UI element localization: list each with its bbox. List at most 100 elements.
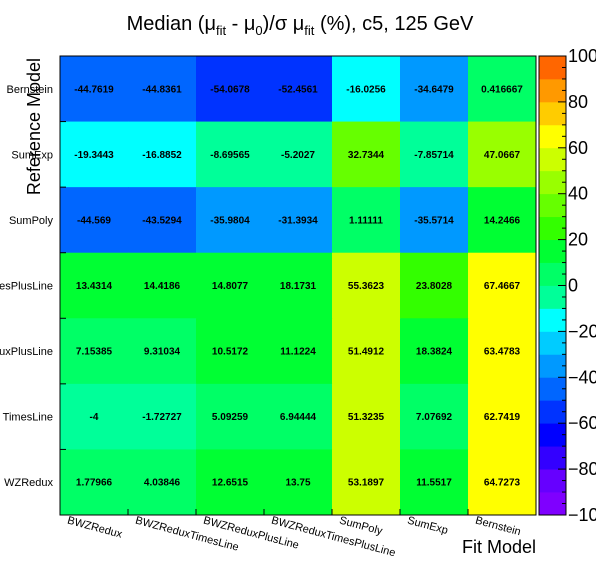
heatmap-cell (128, 121, 197, 188)
cell-value-label: -7.85714 (414, 150, 454, 161)
heatmap-cell (60, 56, 129, 123)
color-scale-band (539, 147, 566, 172)
cell-value-label: -54.0678 (210, 84, 250, 95)
cell-value-label: 55.3623 (348, 281, 385, 292)
color-scale-tick-label: −20 (568, 321, 596, 341)
heatmap-cells (60, 56, 537, 516)
cell-value-label: -44.8361 (142, 84, 182, 95)
color-scale-band (539, 469, 566, 493)
color-scale-tick-label: 60 (568, 138, 588, 158)
cell-value-label: -34.6479 (414, 84, 454, 95)
heatmap-cell (60, 187, 129, 254)
cell-value-label: 64.7273 (484, 478, 521, 489)
y-tick-label: esPlusLine (0, 281, 53, 293)
cell-value-label: -35.5714 (414, 215, 454, 226)
heatmap-cell (264, 187, 333, 254)
cell-value-label: 14.4186 (144, 281, 181, 292)
color-scale-tick-label: 100 (568, 46, 596, 66)
heatmap-cell (128, 187, 197, 254)
title-mid1: - μ (226, 13, 255, 35)
heatmap-cell (468, 121, 537, 188)
heatmap-cell (128, 56, 197, 123)
title-prefix: Median (μ (127, 13, 216, 35)
heatmap-value-labels: -44.7619 -44.8361 -54.0678 -52.4561 -16.0256… (74, 84, 523, 488)
cell-value-label: 32.7344 (348, 150, 385, 161)
color-scale-band (539, 170, 566, 195)
cell-value-label: 53.1897 (348, 478, 385, 489)
color-scale-tick-label: −40 (568, 367, 596, 387)
color-scale-band (539, 216, 566, 240)
color-scale-band (539, 101, 566, 126)
cell-value-label: 18.1731 (280, 281, 317, 292)
heatmap-cell (468, 449, 537, 516)
color-scale-tick-label: −100 (568, 505, 596, 525)
cell-value-label: -31.3934 (278, 215, 318, 226)
heatmap-cell (468, 56, 537, 123)
color-scale-band (539, 78, 566, 103)
heatmap-cell (60, 121, 129, 188)
heatmap-cell (60, 383, 129, 450)
y-tick-label: Bernstein (7, 84, 53, 96)
heatmap-cell (264, 121, 333, 188)
heatmap-cell (60, 318, 129, 385)
color-scale-tick-label: 80 (568, 92, 588, 112)
heatmap-cell (468, 187, 537, 254)
color-scale-band (539, 377, 566, 401)
cell-value-label: 63.4783 (484, 347, 521, 358)
heatmap-cell (196, 252, 265, 319)
heatmap-cell (332, 121, 401, 188)
heatmap-cell (264, 318, 333, 385)
cell-value-label: 14.8077 (212, 281, 249, 292)
color-scale-band (539, 492, 566, 516)
heatmap-cell (400, 252, 469, 319)
cell-value-label: 14.2466 (484, 215, 521, 226)
color-scale-ticks: 100 80 60 40 20 0 −20 −40 −60 −80 −100 (558, 46, 596, 525)
cell-value-label: -8.69565 (210, 150, 250, 161)
color-scale-band (539, 239, 566, 263)
heatmap-cell (264, 383, 333, 450)
cell-value-label: 51.3235 (348, 412, 385, 423)
color-scale-band (539, 262, 566, 286)
color-scale-band (539, 56, 566, 80)
heatmap-cell (468, 383, 537, 450)
cell-value-label: 10.5172 (212, 347, 249, 358)
heatmap-cell (400, 187, 469, 254)
heatmap-cell (468, 318, 537, 385)
chart-title: Median (μfit - μ0)/σ μfit (%), c5, 125 G… (127, 13, 474, 38)
cell-value-label: -16.8852 (142, 150, 182, 161)
heatmap-cell (400, 449, 469, 516)
cell-value-label: 67.4667 (484, 281, 521, 292)
color-scale-band (539, 285, 566, 309)
cell-value-label: -19.3443 (74, 150, 114, 161)
cell-value-label: 62.7419 (484, 412, 521, 423)
heatmap-cell (128, 383, 197, 450)
title-mid2: )/σ μ (263, 13, 305, 35)
cell-value-label: 47.0667 (484, 150, 521, 161)
title-suffix: (%), c5, 125 GeV (314, 13, 474, 35)
x-tick-label: BWZRedux (66, 515, 124, 541)
y-tick-label: WZRedux (4, 477, 53, 489)
heatmap-cell (60, 449, 129, 516)
heatmap-cell (60, 252, 129, 319)
cell-value-label: 5.09259 (212, 412, 249, 423)
color-scale-band (539, 124, 566, 149)
cell-value-label: -35.9804 (210, 215, 250, 226)
y-tick-label: uxPlusLine (0, 346, 53, 358)
heatmap-cell (128, 252, 197, 319)
heatmap-cell (264, 252, 333, 319)
cell-value-label: 4.03846 (144, 478, 181, 489)
color-scale-band (539, 400, 566, 424)
cell-value-label: 0.416667 (481, 84, 523, 95)
y-tick-label: SumPoly (9, 215, 54, 227)
cell-value-label: -44.7619 (74, 84, 114, 95)
cell-value-label: -1.72727 (142, 412, 182, 423)
axis-ticks (59, 55, 537, 516)
cell-value-label: -16.0256 (346, 84, 386, 95)
heatmap-cell (332, 252, 401, 319)
heatmap-cell (196, 187, 265, 254)
heatmap-cell (332, 56, 401, 123)
heatmap-cell (128, 318, 197, 385)
heatmap-cell (264, 449, 333, 516)
color-scale-tick-label: 0 (568, 276, 578, 296)
